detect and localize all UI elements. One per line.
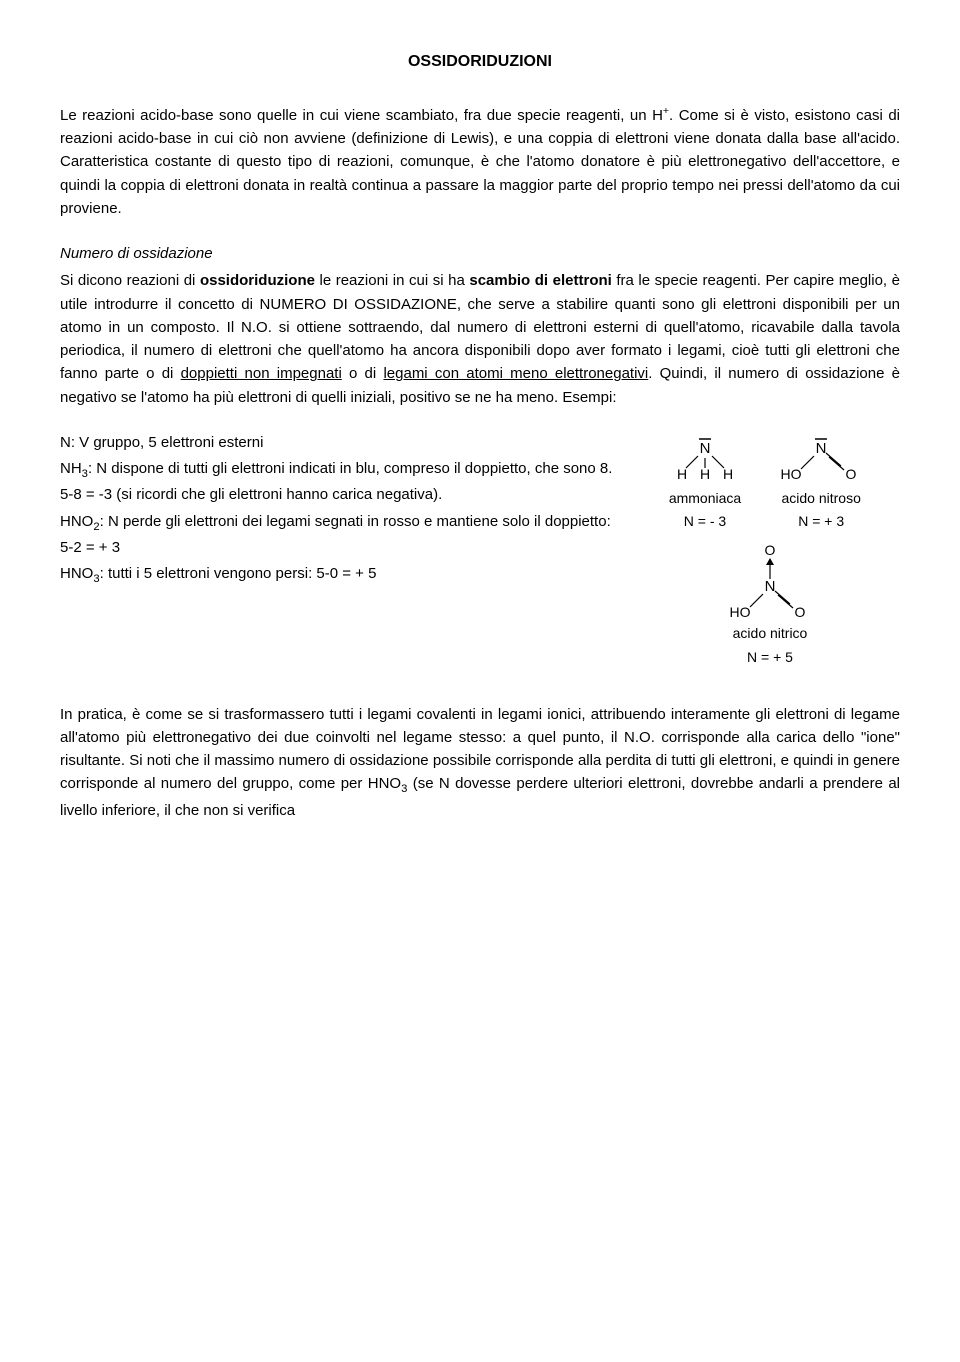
ex4a: HNO [60,565,93,582]
closing-paragraph: In pratica, è come se si trasformassero … [60,703,900,822]
mol1-state: N = - 3 [684,511,726,533]
p2-bold2: scambio di elettroni [469,272,611,289]
mol-nitric: O N HO O acido nitrico N = + 5 [720,541,820,668]
mol3-state: N = + 5 [747,647,793,669]
mol-nitrous: N HO O acido nitroso N = + 3 [771,431,871,533]
p2-a: Si dicono reazioni di [60,272,200,289]
diagram-row-top: N H H H ammoniaca N = - 3 N [640,431,900,533]
p2-d: o di [342,365,384,382]
ex3b: : N perde gli elettroni dei legami segna… [60,513,611,556]
mol2-state: N = + 3 [798,511,844,533]
mol2-name: acido nitroso [781,488,860,510]
diagram-row-bottom: O N HO O acido nitrico N = + 5 [640,541,900,668]
mol1-name: ammoniaca [669,488,741,510]
svg-text:O: O [846,466,857,482]
nitric-svg: O N HO O [720,541,820,621]
svg-text:N: N [765,578,776,595]
ex-line-1: N: V gruppo, 5 elettroni esterni [60,431,620,454]
example-block: N: V gruppo, 5 elettroni esterni NH3: N … [60,431,900,677]
svg-text:H: H [700,466,710,482]
mol-ammonia: N H H H ammoniaca N = - 3 [669,431,741,533]
svg-text:N: N [700,440,711,457]
page-title: OSSIDORIDUZIONI [60,50,900,75]
p2-under1: doppietti non impegnati [181,365,342,382]
svg-text:HO: HO [781,466,802,482]
ex2b: : N dispone di tutti gli elettroni indic… [60,460,612,503]
p2-b: le reazioni in cui si ha [315,272,469,289]
ex-line-4: HNO3: tutti i 5 elettroni vengono persi:… [60,562,620,588]
ex4b: : tutti i 5 elettroni vengono persi: 5-0… [100,565,377,582]
ex2a: NH [60,460,82,477]
svg-text:H: H [677,466,687,482]
section-heading: Numero di ossidazione [60,242,900,265]
intro-paragraph: Le reazioni acido-base sono quelle in cu… [60,103,900,220]
p2-bold1: ossidoriduzione [200,272,315,289]
molecule-diagrams: N H H H ammoniaca N = - 3 N [640,431,900,677]
svg-text:HO: HO [730,604,751,620]
ex-line-2: NH3: N dispone di tutti gli elettroni in… [60,457,620,507]
ammonia-svg: N H H H [670,431,740,486]
p2-under2: legami con atomi meno elettronegativi [383,365,648,382]
svg-text:O: O [795,604,806,620]
ex-line-3: HNO2: N perde gli elettroni dei legami s… [60,510,620,560]
nitrous-svg: N HO O [771,431,871,486]
svg-text:O: O [765,542,776,558]
main-paragraph: Si dicono reazioni di ossidoriduzione le… [60,269,900,409]
p1-text-a: Le reazioni acido-base sono quelle in cu… [60,107,663,124]
mol3-name: acido nitrico [733,623,808,645]
ex3a: HNO [60,513,93,530]
example-text: N: V gruppo, 5 elettroni esterni NH3: N … [60,431,620,592]
svg-text:N: N [816,440,827,457]
svg-text:H: H [723,466,733,482]
